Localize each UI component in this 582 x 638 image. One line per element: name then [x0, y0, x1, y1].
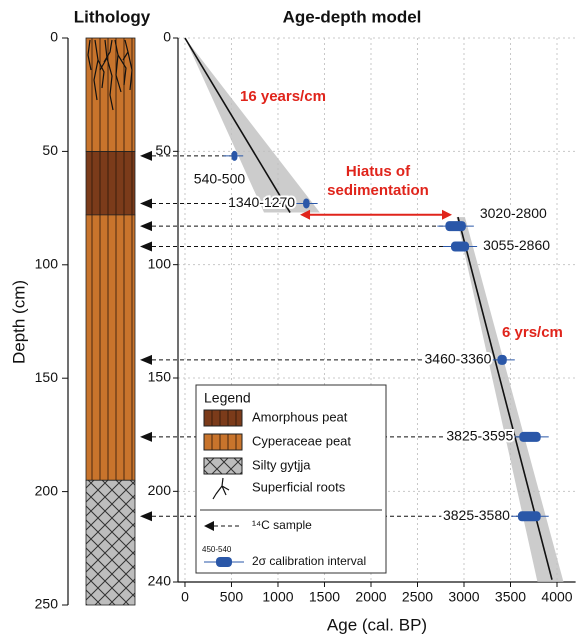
- legend-arrow: [204, 521, 214, 531]
- x-tick-label: 1500: [309, 589, 340, 605]
- legend-swatch: [203, 433, 243, 451]
- lithology-unit: [85, 150, 136, 216]
- arrowhead: [300, 209, 311, 220]
- legend-label: 2σ calibration interval: [252, 554, 366, 568]
- x-tick-label: 2000: [355, 589, 386, 605]
- y-tick-label: 50: [42, 142, 58, 158]
- x-tick-label: 1000: [262, 589, 293, 605]
- y-tick-label: 150: [148, 369, 172, 385]
- x-tick-label: 3500: [495, 589, 526, 605]
- x-tick-label: 3000: [448, 589, 479, 605]
- sample-label: 540-500: [194, 171, 246, 187]
- calibration-interval: [303, 198, 310, 209]
- legend-interval: [216, 557, 232, 567]
- sample-label: 3020-2800: [480, 205, 547, 221]
- lithology-unit: [85, 479, 136, 606]
- legend-swatch: [203, 409, 243, 427]
- hiatus-label: Hiatus of: [346, 163, 411, 180]
- y-tick-label: 150: [35, 369, 59, 385]
- age-model-line: [457, 216, 553, 580]
- age-depth-title: Age-depth model: [283, 7, 422, 26]
- calibration-interval: [445, 221, 466, 232]
- y-tick-label: 200: [148, 482, 172, 498]
- sample-label: 3055-2860: [483, 237, 550, 253]
- legend-label: Superficial roots: [252, 479, 346, 494]
- y-axis-label: Depth (cm): [9, 280, 28, 364]
- calibration-interval: [450, 241, 470, 252]
- age-depth-panel: 0 500 1000 1500 2000 2500 3000 3500 4000 0 50 100 15…: [140, 29, 576, 605]
- legend-example: 450-540: [202, 545, 232, 554]
- y-tick-label: 50: [155, 142, 171, 158]
- y-tick-label: 240: [148, 573, 172, 589]
- y-tick-label: 100: [35, 256, 59, 272]
- x-tick-label: 2500: [402, 589, 433, 605]
- legend-title: Legend: [204, 390, 251, 406]
- hiatus-label: sedimentation: [327, 182, 429, 199]
- y-tick-label: 250: [35, 596, 59, 612]
- sample-arrow: [140, 221, 152, 232]
- sample-arrow: [140, 511, 152, 522]
- sample-arrow: [140, 354, 152, 365]
- x-tick-label: 500: [220, 589, 244, 605]
- lithology-panel: 0 50 100 150 200 250: [35, 29, 136, 612]
- sample-arrow: [140, 431, 152, 442]
- sample-label: 3825-3580: [443, 507, 510, 523]
- legend-label: Silty gytjja: [252, 457, 311, 472]
- sample-arrow: [140, 198, 152, 209]
- uncertainty-envelope: [456, 217, 564, 583]
- y-tick-label: 0: [50, 29, 58, 45]
- lithology-title: Lithology: [74, 7, 151, 26]
- x-tick-label: 0: [181, 589, 189, 605]
- roots: [87, 39, 133, 111]
- sample-label: 3825-3595: [446, 428, 513, 444]
- y-tick-label: 100: [148, 255, 172, 271]
- legend-swatch: [203, 457, 243, 475]
- sample-label: 3460-3360: [425, 351, 492, 367]
- legend-label: Cyperaceae peat: [252, 433, 351, 448]
- sample-arrow: [140, 241, 152, 252]
- arrowhead: [441, 209, 452, 220]
- rate-annotation: 6 yrs/cm: [502, 324, 563, 341]
- sample-label: 1340-1270: [228, 194, 295, 210]
- calibration-interval: [517, 511, 541, 522]
- legend-roots: [212, 477, 230, 500]
- y-tick-label: 200: [35, 482, 59, 498]
- calibration-interval: [497, 354, 507, 365]
- age-model-line: [184, 37, 291, 213]
- sample-arrow: [140, 150, 152, 161]
- x-axis-label: Age (cal. BP): [327, 615, 427, 634]
- x-tick-label: 4000: [541, 589, 572, 605]
- rate-annotation: 16 years/cm: [240, 88, 326, 105]
- calibration-interval: [519, 431, 541, 442]
- uncertainty-envelope: [184, 38, 320, 213]
- y-tick-label: 0: [163, 29, 171, 45]
- legend-label: Amorphous peat: [252, 409, 348, 424]
- legend-label: ¹⁴C sample: [252, 518, 312, 532]
- calibration-interval: [231, 150, 238, 161]
- lithology-unit: [85, 214, 136, 481]
